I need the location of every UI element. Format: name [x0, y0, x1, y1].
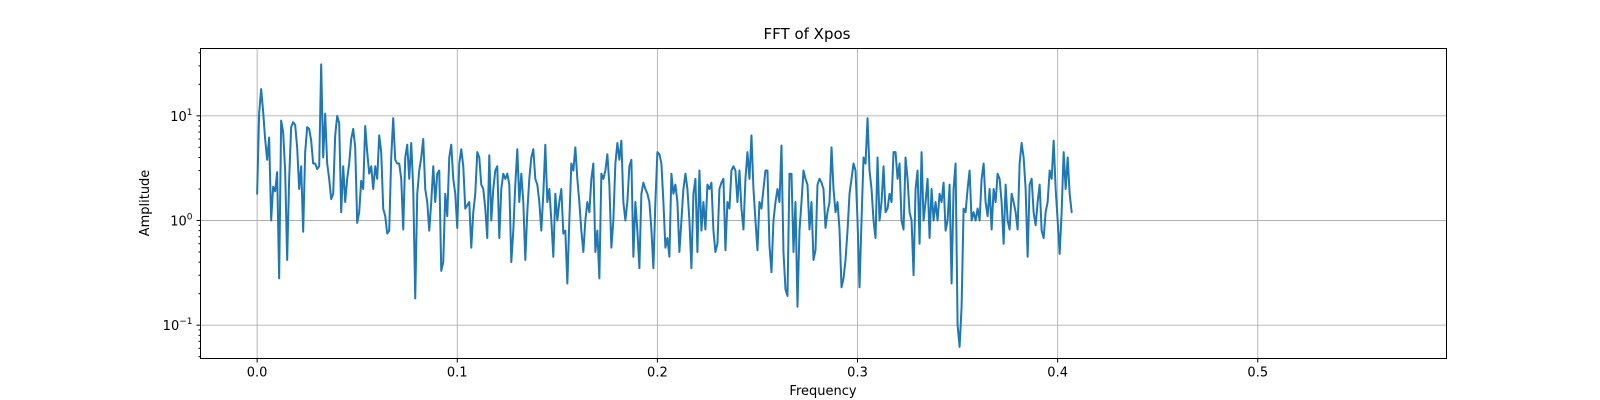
plot-frame [200, 48, 1447, 359]
chart-title: FFT of Xpos [764, 25, 851, 43]
y-tick-exponent: 1 [187, 108, 193, 118]
y-tick-base: 10 [163, 319, 180, 334]
x-tick-label: 0.2 [647, 366, 668, 381]
y-tick-base: 10 [170, 214, 187, 229]
y-tick-exponent: 0 [187, 212, 193, 222]
y-tick-label: 10−1 [163, 317, 193, 334]
grid-layer [200, 48, 1447, 359]
y-tick-label: 100 [170, 212, 193, 229]
y-axis-title: Amplitude [138, 170, 153, 237]
x-tick-label: 0.4 [1047, 366, 1068, 381]
x-tick-label: 0.1 [447, 366, 468, 381]
y-tick-label: 101 [170, 108, 192, 125]
x-tick-label: 0.3 [847, 366, 868, 381]
x-tick-label: 0.0 [247, 366, 268, 381]
x-axis-title: Frequency [789, 384, 856, 399]
series-layer [256, 63, 1073, 348]
y-tick-base: 10 [170, 110, 187, 125]
fft-series-line [256, 63, 1073, 348]
x-tick-label: 0.5 [1247, 366, 1268, 381]
y-tick-exponent: −1 [179, 317, 192, 327]
